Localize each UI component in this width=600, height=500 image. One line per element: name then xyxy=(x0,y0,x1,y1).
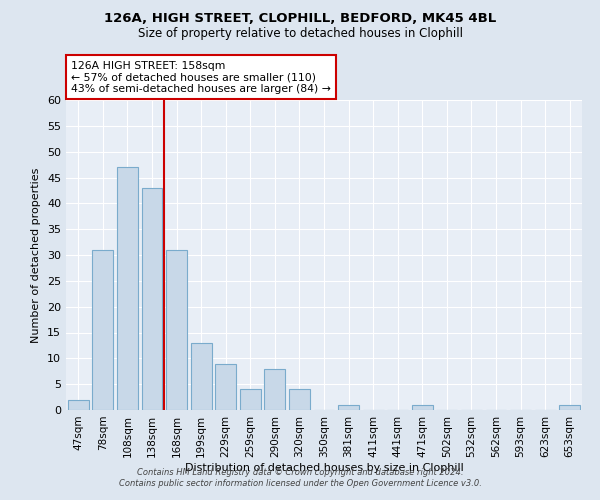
Bar xyxy=(412,405,433,410)
Bar xyxy=(68,400,89,410)
Text: 126A, HIGH STREET, CLOPHILL, BEDFORD, MK45 4BL: 126A, HIGH STREET, CLOPHILL, BEDFORD, MK… xyxy=(104,12,496,26)
Text: Size of property relative to detached houses in Clophill: Size of property relative to detached ho… xyxy=(137,28,463,40)
Y-axis label: Number of detached properties: Number of detached properties xyxy=(31,168,41,342)
Text: 126A HIGH STREET: 158sqm
← 57% of detached houses are smaller (110)
43% of semi-: 126A HIGH STREET: 158sqm ← 57% of detach… xyxy=(71,60,331,94)
Bar xyxy=(92,250,113,410)
X-axis label: Distribution of detached houses by size in Clophill: Distribution of detached houses by size … xyxy=(185,462,463,472)
Bar xyxy=(142,188,163,410)
Bar xyxy=(191,343,212,410)
Bar xyxy=(215,364,236,410)
Bar xyxy=(338,405,359,410)
Bar xyxy=(265,368,286,410)
Text: Contains HM Land Registry data © Crown copyright and database right 2024.
Contai: Contains HM Land Registry data © Crown c… xyxy=(119,468,481,487)
Bar xyxy=(559,405,580,410)
Bar xyxy=(117,167,138,410)
Bar xyxy=(240,390,261,410)
Bar xyxy=(166,250,187,410)
Bar xyxy=(289,390,310,410)
